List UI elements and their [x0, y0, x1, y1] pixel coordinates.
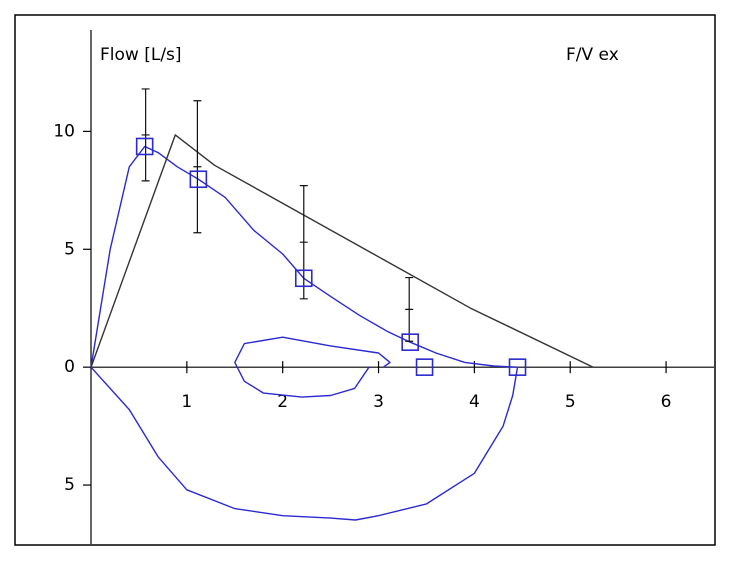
x-tick-label: 2 — [277, 392, 288, 412]
error-bar — [193, 100, 202, 234]
y-axis-label: Flow [L/s] — [100, 45, 182, 65]
error-bar — [299, 185, 308, 300]
marker — [508, 358, 527, 376]
frame — [14, 14, 716, 546]
marker — [294, 269, 313, 288]
y-tick-label: 0 — [64, 357, 75, 377]
x-tick-label: 1 — [181, 392, 192, 412]
marker — [401, 333, 419, 351]
data-line — [90, 145, 519, 521]
chart-title: F/V ex — [566, 45, 619, 65]
data-line — [234, 336, 391, 398]
y-tick-label: 5 — [64, 475, 75, 495]
data-line — [90, 134, 594, 368]
error-bar — [405, 276, 414, 342]
x-tick-label: 3 — [373, 392, 384, 412]
y-tick-label: 10 — [53, 121, 75, 141]
x-tick-label: 5 — [565, 392, 576, 412]
marker — [135, 137, 154, 156]
marker — [415, 358, 434, 376]
y-tick-label: 5 — [64, 239, 75, 259]
error-bar — [141, 88, 150, 182]
x-tick-label: 6 — [661, 392, 672, 412]
x-tick-label: 4 — [469, 392, 480, 412]
marker — [189, 170, 208, 189]
